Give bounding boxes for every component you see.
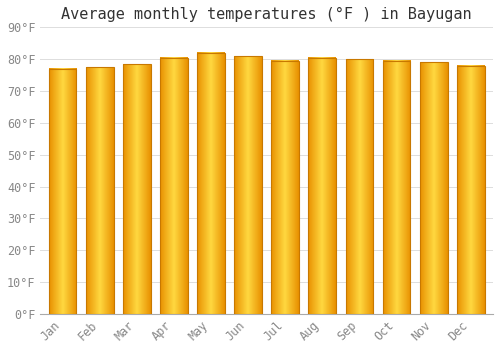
Bar xyxy=(48,69,76,314)
Bar xyxy=(272,61,299,314)
Bar xyxy=(382,61,410,314)
Bar xyxy=(86,67,114,314)
Title: Average monthly temperatures (°F ) in Bayugan: Average monthly temperatures (°F ) in Ba… xyxy=(62,7,472,22)
Bar xyxy=(308,57,336,314)
Bar xyxy=(234,56,262,314)
Bar xyxy=(160,57,188,314)
Bar xyxy=(420,62,448,314)
Bar xyxy=(197,53,225,314)
Bar xyxy=(123,64,150,314)
Bar xyxy=(346,59,374,314)
Bar xyxy=(457,65,484,314)
